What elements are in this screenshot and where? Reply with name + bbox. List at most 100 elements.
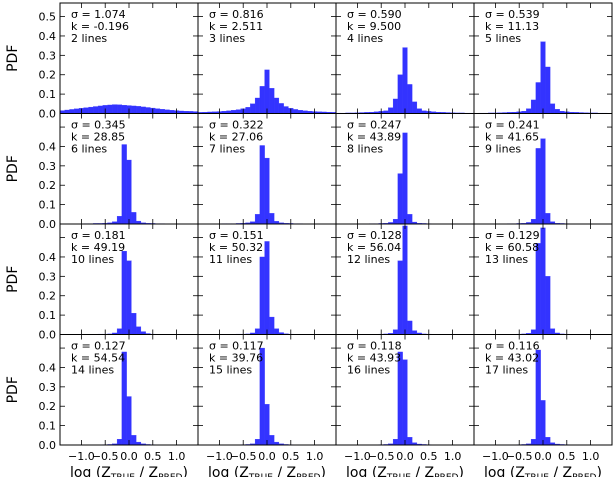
histogram-bar <box>264 69 270 114</box>
panel-k-label: k = 28.85 <box>71 131 125 144</box>
y-axis-label: PDF <box>5 45 21 72</box>
x-tick-label: 0.0 <box>396 450 414 463</box>
x-axis-label-part: / Z <box>273 465 296 477</box>
x-axis-label-part: log (Z <box>484 465 525 477</box>
y-tick-label: 0.4 <box>39 140 57 153</box>
y-tick-label: 0.1 <box>39 420 57 433</box>
panel-sigma-label: σ = 0.322 <box>209 119 264 132</box>
histogram-bar <box>131 105 137 114</box>
panel-lines-label: 7 lines <box>209 143 245 156</box>
panel-sigma-label: σ = 0.129 <box>485 229 540 242</box>
panel-k-label: k = 41.65 <box>485 131 539 144</box>
panel-k-label: k = 39.76 <box>209 352 263 365</box>
histogram-bar <box>407 320 413 335</box>
histogram-bar <box>283 106 289 114</box>
x-axis-label-subscript: TRUE <box>110 473 135 477</box>
x-tick-label: 0.5 <box>420 450 438 463</box>
panel-k-label: k = 43.89 <box>347 131 401 144</box>
histogram-bar <box>402 47 408 114</box>
histogram-bar <box>535 243 541 335</box>
x-tick-label: −0.5 <box>506 450 533 463</box>
x-axis-label-subscript: TRUE <box>248 473 273 477</box>
histogram-bar <box>135 326 142 335</box>
histogram-bar <box>126 159 132 225</box>
panel-lines-label: 6 lines <box>71 143 107 156</box>
panel-k-label: k = 2.511 <box>209 20 263 33</box>
panel-sigma-label: σ = 0.127 <box>71 340 126 353</box>
histogram-bar <box>273 328 280 335</box>
y-axis-label: PDF <box>5 376 21 403</box>
panel-lines-label: 12 lines <box>347 253 390 266</box>
x-tick-label: 0.5 <box>558 450 576 463</box>
histogram-bar <box>269 213 275 225</box>
histogram-bar <box>259 145 265 225</box>
panel-k-label: k = -0.196 <box>71 20 129 33</box>
histogram-bar <box>121 105 127 114</box>
panel-lines-label: 14 lines <box>71 364 114 377</box>
histogram-bar <box>388 107 394 114</box>
histogram-bar <box>121 351 127 446</box>
y-tick-label: 0.4 <box>39 251 57 264</box>
histogram-bar <box>530 219 537 225</box>
x-tick-label: −1.0 <box>344 450 371 463</box>
panel-lines-label: 2 lines <box>71 32 107 45</box>
histogram-bar <box>402 225 408 335</box>
histogram-bar <box>112 104 118 114</box>
histogram-bar <box>64 109 70 114</box>
histogram-bar <box>554 109 560 114</box>
x-axis-label-part: / Z <box>411 465 434 477</box>
histogram-bar <box>530 329 537 335</box>
panel-sigma-label: σ = 0.590 <box>347 8 402 21</box>
panel-sigma-label: σ = 0.539 <box>485 8 540 21</box>
y-tick-label: 0.2 <box>39 179 57 192</box>
panel-k-label: k = 27.06 <box>209 131 263 144</box>
histogram-bar <box>254 439 261 446</box>
x-axis-label-subscript: PRED <box>572 473 596 477</box>
histogram-bar <box>93 106 99 114</box>
panel-sigma-label: σ = 0.118 <box>347 340 402 353</box>
histogram-bar <box>545 276 551 335</box>
histogram-bar <box>116 216 123 225</box>
panel-frame <box>473 334 613 446</box>
x-axis-label-part: log (Z <box>346 465 387 477</box>
x-axis-label-part: log (Z <box>208 465 249 477</box>
panel-sigma-label: σ = 0.116 <box>485 340 540 353</box>
histogram-bar <box>535 148 541 225</box>
histogram-bar <box>535 82 541 114</box>
histogram-bar <box>549 328 556 335</box>
histogram-bar <box>131 313 137 335</box>
histogram-bar <box>254 214 261 225</box>
x-axis-label-part: ) <box>182 465 187 477</box>
histogram-bar <box>392 329 399 335</box>
histogram-bar <box>530 99 537 114</box>
x-axis-label-part: / Z <box>549 465 572 477</box>
histogram-bar <box>397 173 403 225</box>
x-axis-label-subscript: PRED <box>296 473 320 477</box>
histogram-bar <box>83 107 89 114</box>
y-axis-label: PDF <box>5 266 21 293</box>
histogram-bar <box>116 328 123 335</box>
panel-sigma-label: σ = 0.117 <box>209 340 264 353</box>
x-tick-label: 1.0 <box>168 450 186 463</box>
histogram-bar <box>155 108 161 114</box>
labels-layer: 0.0 0.1 0.2 0.3 0.4 0.5 PDF 0.0 0.1 0.2 0.3 0.4 PDF 0… <box>5 11 602 477</box>
panel-lines-label: 9 lines <box>485 143 521 156</box>
histogram-bar <box>74 108 80 114</box>
histogram-bar <box>540 227 546 335</box>
histogram-bar <box>540 41 546 114</box>
histogram-bar <box>269 88 275 114</box>
histogram-bar <box>159 109 165 114</box>
x-tick-label: 0.5 <box>282 450 300 463</box>
histogram-bar <box>540 400 546 446</box>
x-axis-label-part: ) <box>320 465 325 477</box>
